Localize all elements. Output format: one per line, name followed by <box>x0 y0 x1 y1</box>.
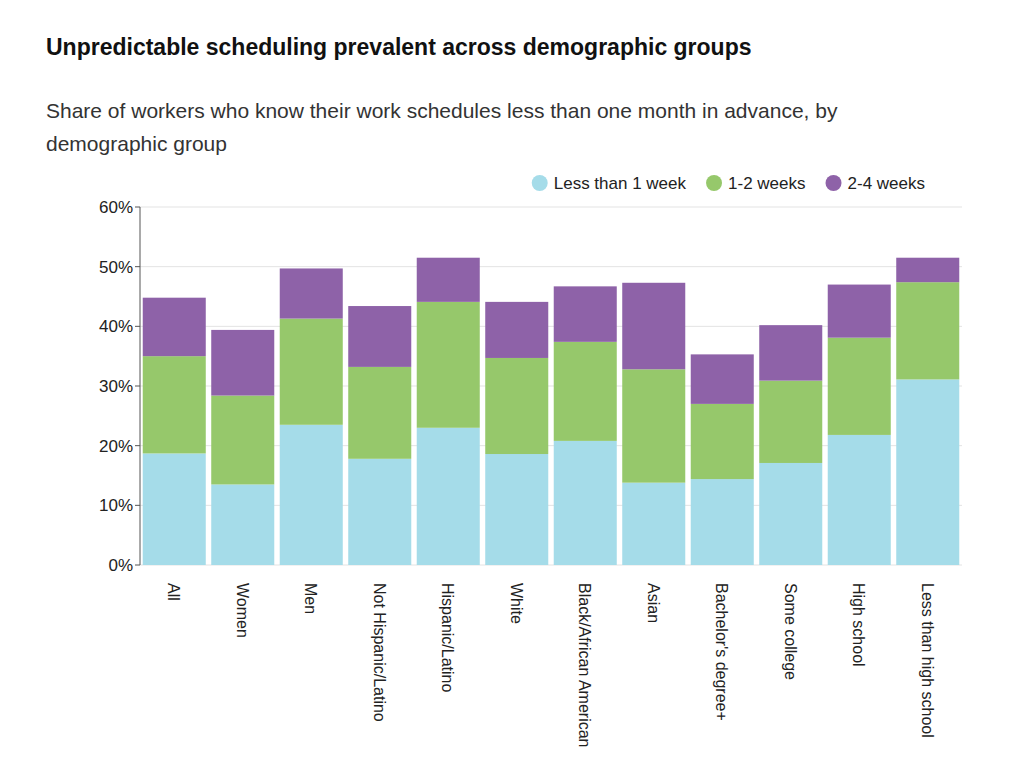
tick-mark <box>135 565 140 566</box>
x-tick-label: Some college <box>782 583 799 680</box>
bar-segment <box>896 258 959 282</box>
y-tick-label: 20% <box>99 437 133 456</box>
bar-segment <box>143 453 206 565</box>
subtitle: Share of workers who know their work sch… <box>46 94 916 160</box>
bar-segment <box>554 342 617 441</box>
x-tick-label: White <box>508 583 525 624</box>
x-tick-label: Hispanic/Latino <box>439 583 456 693</box>
y-tick-label: 10% <box>99 496 133 515</box>
bar-segment <box>554 441 617 565</box>
bar-segment <box>622 283 685 370</box>
legend-label: 2-4 weeks <box>848 174 925 193</box>
grid-line <box>140 266 962 267</box>
bars <box>143 258 960 565</box>
legend-label: Less than 1 week <box>554 174 687 193</box>
bar-segment <box>896 282 959 379</box>
bar-segment <box>348 367 411 459</box>
bar-segment <box>417 258 480 302</box>
grid-line <box>140 207 962 208</box>
x-tick-label: High school <box>850 583 867 667</box>
bar-segment <box>691 404 754 479</box>
bar-segment <box>896 379 959 565</box>
bar-segment <box>211 396 274 485</box>
bar-segment <box>691 354 754 404</box>
bar-segment <box>417 428 480 565</box>
legend-swatch <box>532 175 548 191</box>
bar-segment <box>211 330 274 396</box>
bar-segment <box>211 484 274 565</box>
tick-mark <box>135 505 140 506</box>
x-tick-label: Asian <box>645 583 662 623</box>
x-tick-label: Bachelor's degree+ <box>713 583 730 721</box>
tick-mark <box>135 207 140 208</box>
y-tick-label: 40% <box>99 317 133 336</box>
y-axis-line <box>140 207 141 565</box>
legend-swatch <box>826 175 842 191</box>
tick-mark <box>135 326 140 327</box>
bar-segment <box>143 298 206 356</box>
bar-segment <box>143 356 206 453</box>
x-tick-label: Black/African American <box>576 583 593 748</box>
bar-segment <box>417 302 480 428</box>
bar-segment <box>759 325 822 380</box>
tick-mark <box>135 445 140 446</box>
x-tick-label: Men <box>302 583 319 614</box>
bar-segment <box>622 369 685 482</box>
title: Unpredictable scheduling prevalent acros… <box>46 34 752 61</box>
bar-segment <box>348 306 411 367</box>
bar-segment <box>485 358 548 454</box>
x-tick-label: Less than high school <box>919 583 936 738</box>
bar-segment <box>759 463 822 565</box>
bar-segment <box>348 459 411 565</box>
bar-segment <box>691 479 754 565</box>
y-tick-label: 30% <box>99 377 133 396</box>
bar-segment <box>280 268 343 318</box>
x-tick-label: Women <box>234 583 251 638</box>
bar-segment <box>759 381 822 463</box>
bar-segment <box>485 302 548 358</box>
legend-swatch <box>706 175 722 191</box>
bar-segment <box>828 338 891 435</box>
y-tick-label: 50% <box>99 258 133 277</box>
bar-segment <box>280 425 343 565</box>
bar-segment <box>828 435 891 565</box>
y-tick-label: 0% <box>108 556 133 575</box>
bar-segment <box>554 286 617 341</box>
legend-label: 1-2 weeks <box>728 174 805 193</box>
x-tick-label: Not Hispanic/Latino <box>371 583 388 722</box>
y-tick-label: 60% <box>99 198 133 217</box>
x-tick-label: All <box>165 583 182 601</box>
bar-segment <box>622 483 685 565</box>
bar-segment <box>280 319 343 425</box>
tick-mark <box>135 386 140 387</box>
tick-mark <box>135 266 140 267</box>
bar-segment <box>828 285 891 338</box>
bar-segment <box>485 454 548 565</box>
chart: 0% 10% 20% 30% 40% 50% 60% All Women Men Not Hispa… <box>0 0 1024 781</box>
legend: Less than 1 week 1-2 weeks 2-4 weeks <box>532 174 925 193</box>
